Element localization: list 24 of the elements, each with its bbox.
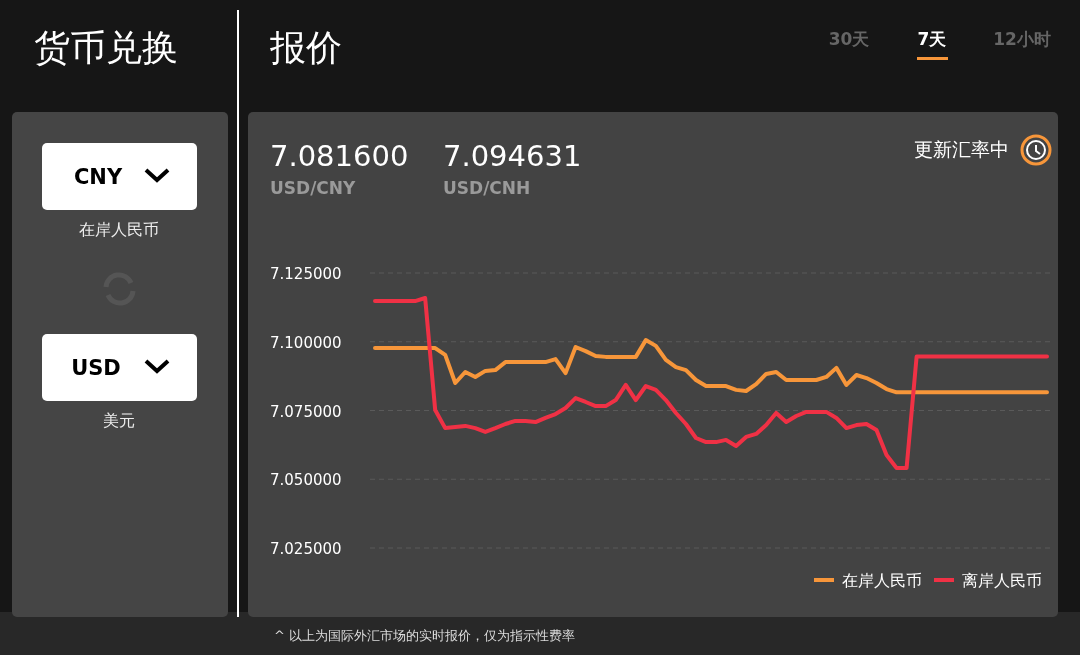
text: CNY [73,165,123,189]
text: USD [71,356,121,380]
y-tick-label: 7.100000 [270,333,342,352]
y-tick-label: 7.025000 [270,540,342,558]
text: 货币兑换 [34,27,178,68]
line-series [373,338,1049,395]
text: 更新汇率中 [914,138,1009,160]
text: 美元 [103,411,135,430]
text: 在岸人民币 [79,220,159,239]
text: 7.094631 [443,139,582,173]
text: ^ 以上为国际外汇市场的实时报价，仅为指示性费率 [274,628,576,643]
text: USD/CNY [270,178,357,198]
text: 7.081600 [270,139,409,173]
text: 7天 [917,29,947,49]
y-tick-label: 7.050000 [270,471,342,490]
legend-label: 离岸人民币 [962,571,1042,590]
chart-title: 报价 [269,27,342,68]
text: 12小时 [993,29,1051,49]
y-tick-label: 7.125000 [270,265,342,283]
text: USD/CNH [443,178,531,198]
legend-label: 在岸人民币 [842,571,922,590]
line-series [373,296,1049,470]
text: 30天 [828,29,870,49]
y-tick-label: 7.075000 [270,402,342,421]
